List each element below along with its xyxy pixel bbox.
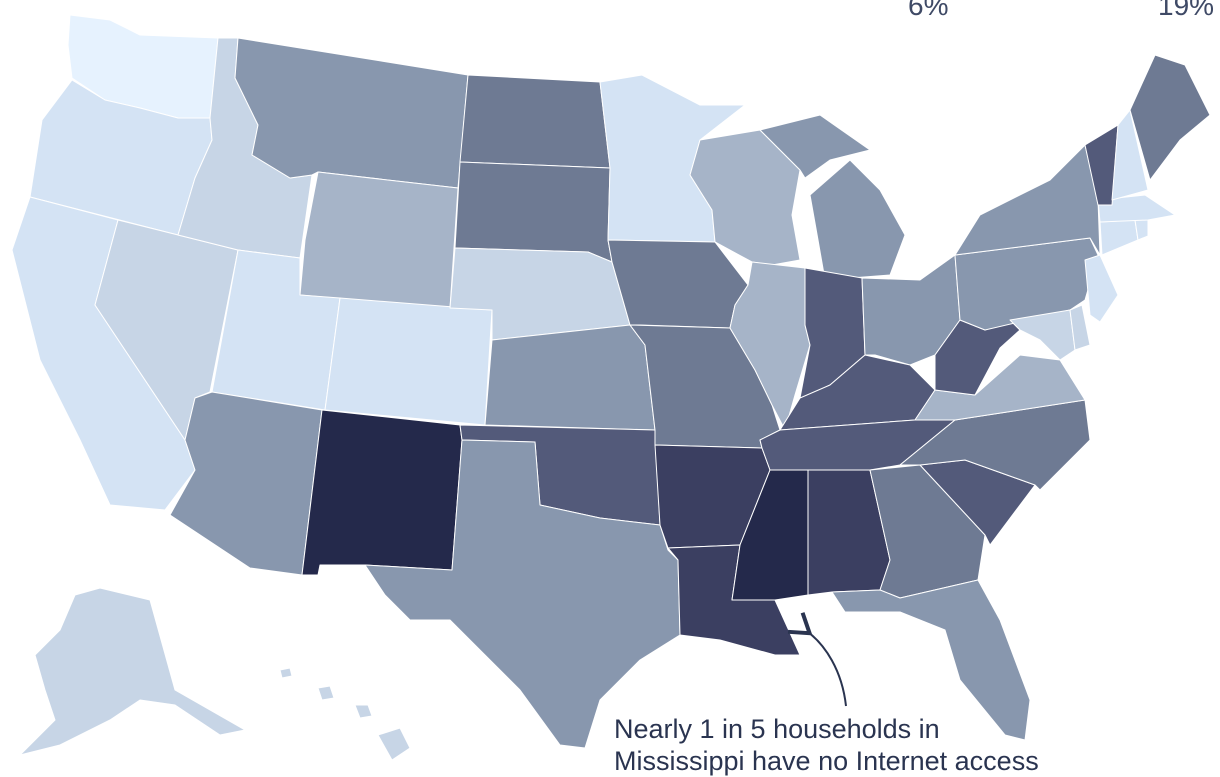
annotation-arrow: [787, 612, 847, 707]
legend-min-label: 6%: [908, 0, 949, 21]
state-fl[interactable]: [831, 579, 1031, 741]
state-co[interactable]: [324, 297, 493, 426]
state-vt[interactable]: [1084, 124, 1119, 206]
state-mi[interactable]: [759, 114, 906, 281]
state-de[interactable]: [1069, 304, 1091, 351]
annotation-line-1: Nearly 1 in 5 households in: [614, 714, 940, 744]
state-ny[interactable]: [954, 144, 1101, 256]
state-ia[interactable]: [607, 239, 749, 329]
state-nj[interactable]: [1084, 254, 1119, 323]
state-nd[interactable]: [459, 74, 611, 169]
state-hi[interactable]: [279, 667, 411, 761]
annotation: Nearly 1 in 5 households in Mississippi …: [614, 713, 1039, 777]
state-ma[interactable]: [1097, 194, 1176, 223]
state-mt[interactable]: [234, 37, 469, 189]
annotation-line-2: Mississippi have no Internet access: [614, 746, 1039, 776]
state-nm[interactable]: [301, 409, 463, 576]
legend-max-label: 19%: [1158, 0, 1215, 21]
state-sd[interactable]: [454, 161, 613, 263]
state-ct[interactable]: [1099, 219, 1139, 256]
state-nh[interactable]: [1111, 109, 1149, 201]
state-tx[interactable]: [364, 439, 681, 749]
state-me[interactable]: [1129, 54, 1211, 181]
state-ak[interactable]: [19, 587, 246, 756]
state-ks[interactable]: [484, 324, 656, 431]
state-wy[interactable]: [299, 171, 459, 309]
state-az[interactable]: [169, 391, 323, 576]
